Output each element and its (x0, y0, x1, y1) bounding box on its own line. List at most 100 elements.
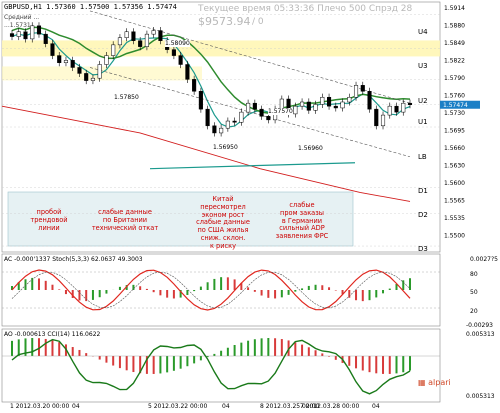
time-axis-label: 5 2012.03.22 00:00 (148, 403, 208, 410)
zero-text: / 0 (252, 17, 264, 27)
candle-body (347, 96, 352, 103)
candle-body (313, 104, 318, 111)
time-axis-label: 1 2012.03.20 00:00 (10, 403, 70, 410)
ac-scale-50: 50 (470, 289, 478, 296)
price-label-4: 1.56960 (298, 145, 323, 152)
ohlc-text: 1.57360 1.57500 1.57356 1.57474 (46, 3, 177, 11)
candle-body (23, 31, 28, 40)
candle-body (192, 79, 197, 92)
price-tick: 1.5535 (444, 215, 465, 222)
stoch-main-line (11, 269, 411, 311)
candle-body (320, 96, 325, 105)
candle-body (185, 64, 190, 80)
alpari-logo: ▦ alpari (418, 378, 451, 387)
time-axis-label: 04 (72, 403, 80, 410)
level-d1: D1 (418, 187, 428, 195)
candle-body (138, 40, 143, 47)
candle-body (144, 33, 149, 47)
price-tick: 1.5565 (444, 198, 465, 205)
candle-body (171, 49, 176, 56)
symbol-text: GBPUSD,H1 (4, 3, 42, 11)
price-label-1: 1.57850 (114, 94, 139, 101)
price-tick: 1.5849 (444, 40, 465, 47)
candle-body (43, 33, 48, 44)
candle-body (225, 120, 230, 129)
candle-body (401, 102, 406, 113)
annotation-germany: слабые пром заказы в Германии сильный AD… (275, 201, 329, 241)
candle-body (9, 33, 15, 37)
time-axis-label: 04 (222, 403, 230, 410)
candle-body (90, 77, 95, 81)
alpari-logo-text: alpari (428, 378, 451, 387)
level-u2: U2 (418, 97, 428, 105)
annotation-uk-weak: слабые данные по Британии технический от… (91, 208, 159, 232)
price-label-5: 1.58090 (165, 40, 190, 47)
ac-scale-80: 80 (470, 271, 478, 278)
candle-body (198, 91, 203, 110)
candle-body (104, 55, 109, 65)
annotation-china: Китай пересмотрел эконом рост слабые дан… (196, 195, 250, 250)
cci-line (11, 338, 411, 395)
candle-body (353, 85, 359, 98)
ac-scale-bottom: -0.00293 (466, 322, 493, 329)
candle-body (158, 30, 163, 41)
annotation-box (7, 191, 354, 247)
price-tick: 1.5760 (444, 93, 465, 100)
price-tick: 1.5790 (444, 75, 465, 82)
level-u4: U4 (418, 28, 428, 36)
legend-line-1: Средний ... (4, 14, 40, 21)
candle-body (131, 31, 136, 41)
time-axis-label: 8 2012.03.25 00:00 (260, 403, 320, 410)
candle-body (111, 44, 116, 56)
candle-body (77, 67, 82, 74)
ac-panel-label: AC -0.000'1337 Stoch(5,3,3) 62.0637 49.3… (4, 256, 143, 263)
candle-body (84, 73, 89, 81)
candle-body (57, 55, 62, 63)
symbol-label: GBPUSD,H1 1.57360 1.57500 1.57356 1.5747… (4, 3, 177, 11)
candle-body (394, 105, 399, 113)
candle-body (117, 37, 122, 46)
account-overlay: Текущее время 05:33:36 Плечо 500 Спрэд 2… (198, 4, 413, 14)
candle-body (259, 108, 264, 117)
current-price-tag (440, 100, 480, 109)
candle-body (178, 55, 183, 65)
level-d3: D3 (418, 245, 428, 253)
candle-body (205, 108, 210, 127)
candle-body (151, 30, 156, 35)
price-tick: 1.5600 (444, 180, 465, 187)
candle-body (124, 31, 129, 38)
price-tick: 1.5822 (444, 58, 465, 65)
price-label-2: 1.56950 (213, 144, 238, 151)
candle-body (50, 43, 55, 56)
price-tick: 1.5730 (444, 110, 465, 117)
candle-body (266, 116, 271, 121)
alpari-logo-icon: ▦ (418, 378, 429, 387)
candle-body (367, 91, 372, 110)
ao-scale-bottom: 0.005313 (466, 393, 495, 400)
price-tick: 1.5630 (444, 163, 465, 170)
candle-body (374, 108, 379, 127)
level-u3: U3 (418, 62, 428, 70)
candle-body (239, 111, 244, 123)
annotation-breakout: пробой трендовой линии (30, 208, 68, 232)
price-tick: 1.5914 (444, 5, 465, 12)
price-tick: 1.5880 (444, 23, 465, 30)
candle-body (63, 60, 69, 63)
candle-body (219, 127, 224, 134)
candle-body (16, 31, 21, 37)
ao-scale-top: 0.005313 (466, 331, 495, 338)
candle-body (327, 96, 332, 107)
ao-panel-label: AO -0.000613 CCI(14) 116.0622 (4, 331, 101, 338)
candle-body (306, 101, 311, 111)
legend-line-2: ...1.5731 (4, 22, 31, 29)
support-line (149, 162, 356, 170)
candle-body (36, 25, 42, 35)
candle-body (380, 114, 386, 127)
level-lb: LB (418, 153, 427, 161)
level-d2: D2 (418, 211, 428, 219)
stoch-signal-line (11, 271, 411, 309)
time-axis-label: 7 2012.03.28 00:00 (300, 403, 360, 410)
candle-body (333, 105, 338, 109)
price-tick: 1.5695 (444, 128, 465, 135)
